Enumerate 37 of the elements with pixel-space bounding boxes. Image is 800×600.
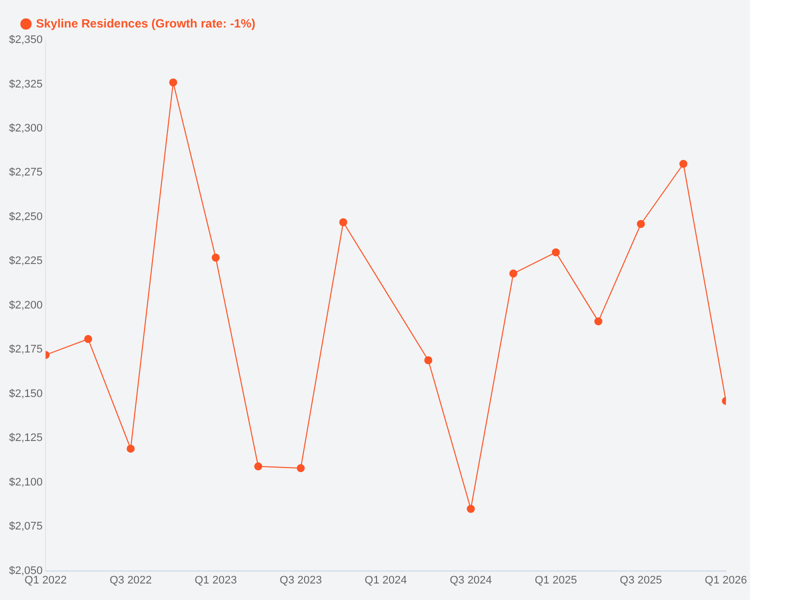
y-tick-label: $2,300 (8, 122, 43, 134)
y-tick-label: $2,275 (8, 166, 43, 179)
y-tick-label: $2,250 (8, 210, 43, 223)
point (169, 78, 178, 86)
y-tick-label: $2,100 (8, 476, 43, 488)
y-tick-label: $2,200 (8, 299, 43, 312)
x-tick-label: Q3 2023 (280, 574, 322, 586)
point (296, 464, 305, 472)
point (339, 218, 348, 226)
x-tick-label: Q1 2022 (24, 574, 67, 586)
point (679, 160, 688, 168)
x-tick-label: Q1 2025 (534, 574, 577, 586)
point (84, 335, 92, 344)
point (636, 220, 645, 228)
point (552, 248, 560, 256)
x-tick-label: Q1 2024 (364, 574, 407, 586)
point (594, 317, 602, 326)
point (509, 270, 518, 278)
y-tick-label: $2,225 (8, 255, 43, 268)
x-tick-label: Q1 2023 (194, 574, 237, 586)
point (126, 444, 135, 453)
y-tick-label: $2,050 (8, 564, 43, 577)
x-tick-label: Q1 2026 (704, 574, 747, 586)
y-tick-label: $2,350 (8, 34, 43, 46)
x-tick-label: Q3 2025 (620, 574, 662, 586)
y-tick-label: $2,175 (8, 344, 43, 356)
y-tick-label: $2,125 (8, 432, 43, 444)
point (212, 254, 220, 262)
legend-label: Skyline Residences (Growth rate: -1%) (36, 16, 256, 30)
x-tick-label: Q3 2024 (450, 574, 492, 586)
x-tick-label: Q3 2022 (110, 574, 152, 586)
y-tick-label: $2,325 (8, 78, 43, 90)
y-tick-label: $2,075 (8, 520, 43, 533)
point (424, 356, 432, 364)
point (254, 462, 262, 470)
point (466, 504, 475, 513)
y-tick-label: $2,150 (8, 388, 43, 400)
